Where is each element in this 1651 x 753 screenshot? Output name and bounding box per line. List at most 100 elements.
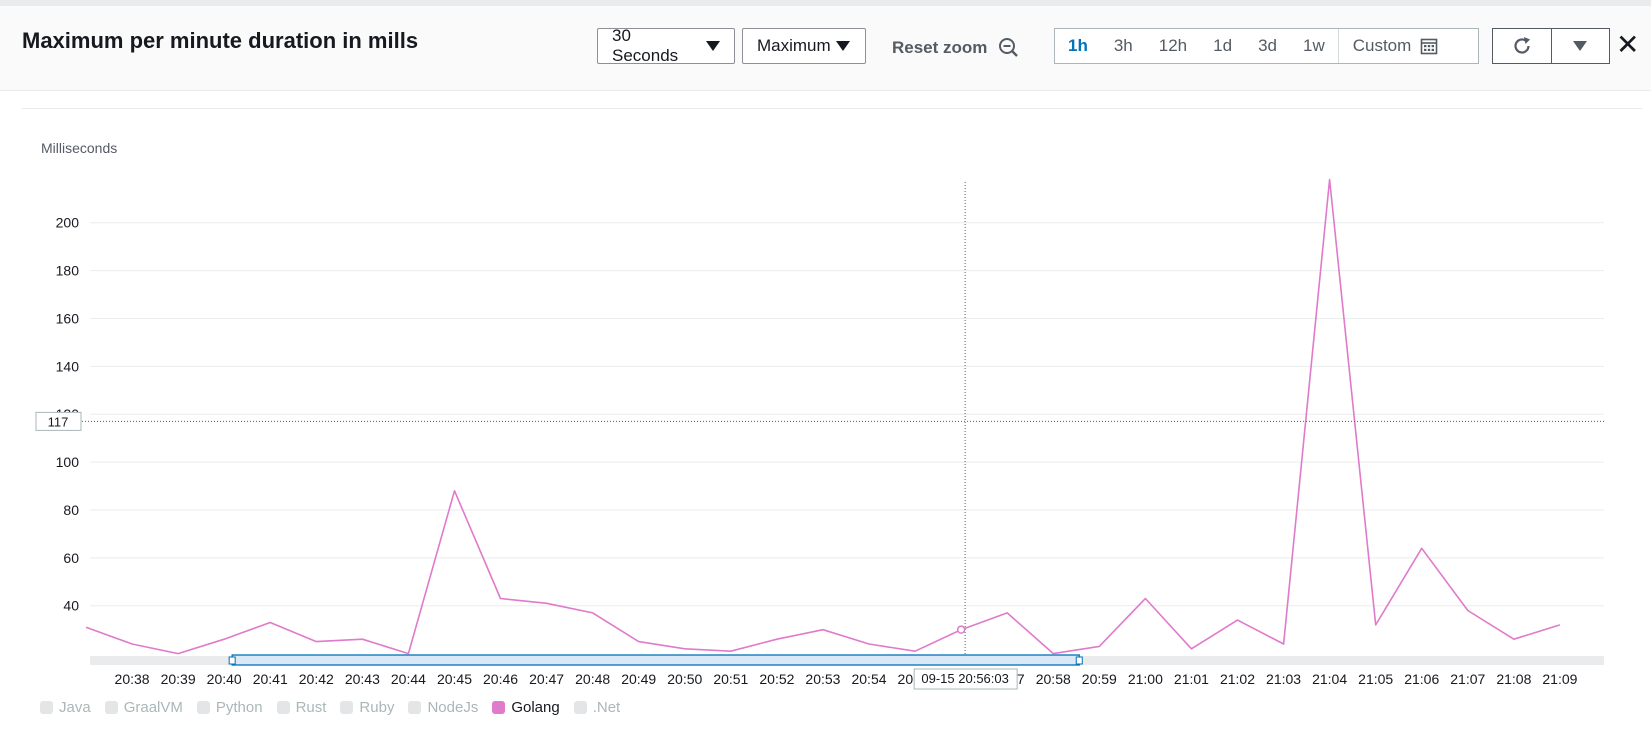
- x-tick-label: 21:05: [1358, 671, 1393, 687]
- range-3h[interactable]: 3h: [1113, 36, 1133, 55]
- caret-down-icon: [835, 41, 850, 51]
- legend-swatch: [276, 701, 290, 714]
- legend-label: Ruby: [359, 699, 395, 716]
- x-tick-label: 21:03: [1266, 671, 1301, 687]
- refresh-button[interactable]: [1493, 29, 1551, 63]
- legend-label: .Net: [592, 699, 621, 716]
- crosshair-value-label: 117: [48, 414, 69, 429]
- x-tick-label: 21:00: [1128, 671, 1163, 687]
- brush-handle-right[interactable]: [1075, 656, 1083, 665]
- x-tick-label: 20:59: [1082, 671, 1117, 687]
- range-custom-label: Custom: [1352, 36, 1412, 55]
- period-dropdown-label: 30 Seconds: [612, 26, 679, 65]
- x-tick-label: 21:02: [1220, 671, 1255, 687]
- legend-swatch: [40, 701, 53, 714]
- x-tick-label: 21:09: [1542, 671, 1577, 687]
- legend-label: Java: [59, 699, 91, 716]
- x-tick-label: 20:46: [483, 671, 518, 687]
- hover-point-marker: [956, 625, 966, 634]
- legend-item-ruby[interactable]: Ruby: [340, 699, 394, 716]
- period-dropdown[interactable]: 30 Seconds: [597, 26, 735, 65]
- chart-legend: Java GraalVM Python Rust Ruby NodeJs Gol…: [40, 699, 634, 716]
- x-tick-label: 20:42: [299, 671, 334, 687]
- brush-handle-left[interactable]: [228, 656, 236, 665]
- divider: [22, 108, 1642, 109]
- x-tick-label: 21:04: [1312, 671, 1347, 687]
- x-axis: 20:38 20:39 20:40 20:41 20:42 20:43 20:44 20:45…: [90, 654, 1604, 687]
- legend-label: NodeJs: [427, 699, 479, 716]
- x-tick-label: 20:43: [345, 671, 380, 687]
- range-1w[interactable]: 1w: [1302, 36, 1325, 55]
- legend-item-rust[interactable]: Rust: [276, 699, 327, 716]
- y-tick-label: 60: [63, 550, 79, 566]
- range-1d[interactable]: 1d: [1213, 36, 1233, 55]
- crosshair-time-label: 09-15 20:56:03: [921, 671, 1008, 686]
- x-tick-label: 20:52: [759, 671, 794, 687]
- widget-header: Maximum per minute duration in mills 30 …: [0, 6, 1651, 91]
- reset-zoom-label: Reset zoom: [892, 38, 988, 57]
- reset-zoom-button[interactable]: Reset zoom: [892, 36, 1021, 60]
- x-tick-label: 21:06: [1404, 671, 1439, 687]
- range-custom[interactable]: Custom: [1337, 29, 1452, 63]
- y-tick-label: 180: [56, 263, 80, 279]
- legend-item-dotnet[interactable]: .Net: [573, 699, 621, 716]
- x-tick-label: 20:49: [621, 671, 656, 687]
- series-line-golang: [85, 178, 1561, 655]
- close-button[interactable]: ✕: [1616, 30, 1639, 60]
- legend-swatch: [340, 701, 354, 714]
- y-axis-label: Milliseconds: [41, 140, 117, 156]
- statistic-dropdown[interactable]: Maximum: [742, 28, 866, 64]
- top-strip: [0, 0, 1651, 6]
- zoom-brush[interactable]: [231, 654, 1080, 666]
- legend-label: Python: [215, 699, 263, 716]
- x-tick-label: 20:39: [161, 671, 196, 687]
- legend-label: Golang: [511, 699, 560, 716]
- crosshair-value-box: [35, 411, 82, 431]
- y-tick-label: 40: [63, 598, 79, 614]
- x-tick-label: 21:08: [1496, 671, 1531, 687]
- caret-down-icon: [706, 41, 720, 51]
- calendar-icon: [1420, 38, 1438, 55]
- x-tick-label: 20:54: [851, 671, 886, 687]
- legend-swatch: [408, 701, 422, 714]
- widget-title: Maximum per minute duration in mills: [22, 28, 419, 53]
- y-tick-label: 140: [56, 358, 80, 374]
- zoom-out-icon: [999, 38, 1019, 57]
- x-tick-label: 20:44: [391, 671, 426, 687]
- x-tick-label: 20:45: [437, 671, 472, 687]
- legend-swatch: [492, 701, 506, 714]
- refresh-options-button[interactable]: [1550, 29, 1610, 63]
- refresh-control: [1492, 28, 1610, 64]
- range-1h[interactable]: 1h: [1068, 36, 1088, 55]
- legend-item-python[interactable]: Python: [196, 699, 263, 716]
- legend-item-golang[interactable]: Golang: [492, 699, 560, 716]
- series-layer: [85, 178, 1561, 655]
- y-tick-label: 160: [56, 310, 80, 326]
- legend-label: Rust: [295, 699, 327, 716]
- legend-item-java[interactable]: Java: [40, 699, 91, 716]
- x-tick-label: 20:58: [1036, 671, 1071, 687]
- legend-item-graalvm[interactable]: GraalVM: [104, 699, 183, 716]
- y-tick-label: 80: [63, 502, 79, 518]
- x-tick-label: 20:50: [667, 671, 702, 687]
- crosshair-time-box: [913, 668, 1018, 690]
- refresh-icon: [1514, 37, 1530, 54]
- x-tick-label: 20:53: [805, 671, 840, 687]
- x-tick-label: 20:47: [529, 671, 564, 687]
- x-tick-label: 20:51: [713, 671, 748, 687]
- caret-down-icon: [1573, 41, 1588, 51]
- legend-item-nodejs[interactable]: NodeJs: [408, 699, 478, 716]
- x-tick-label: 20:41: [253, 671, 288, 687]
- legend-swatch: [104, 701, 118, 714]
- x-tick-label: 20:38: [115, 671, 150, 687]
- x-tick-label: 21:01: [1174, 671, 1209, 687]
- x-tick-label: 20:40: [207, 671, 242, 687]
- legend-swatch: [573, 701, 587, 714]
- legend-label: GraalVM: [123, 699, 183, 716]
- y-tick-label: 100: [56, 454, 80, 470]
- statistic-dropdown-label: Maximum: [757, 36, 831, 55]
- range-3d[interactable]: 3d: [1258, 36, 1277, 55]
- x-tick-label: 21:07: [1450, 671, 1485, 687]
- range-12h[interactable]: 12h: [1158, 36, 1188, 55]
